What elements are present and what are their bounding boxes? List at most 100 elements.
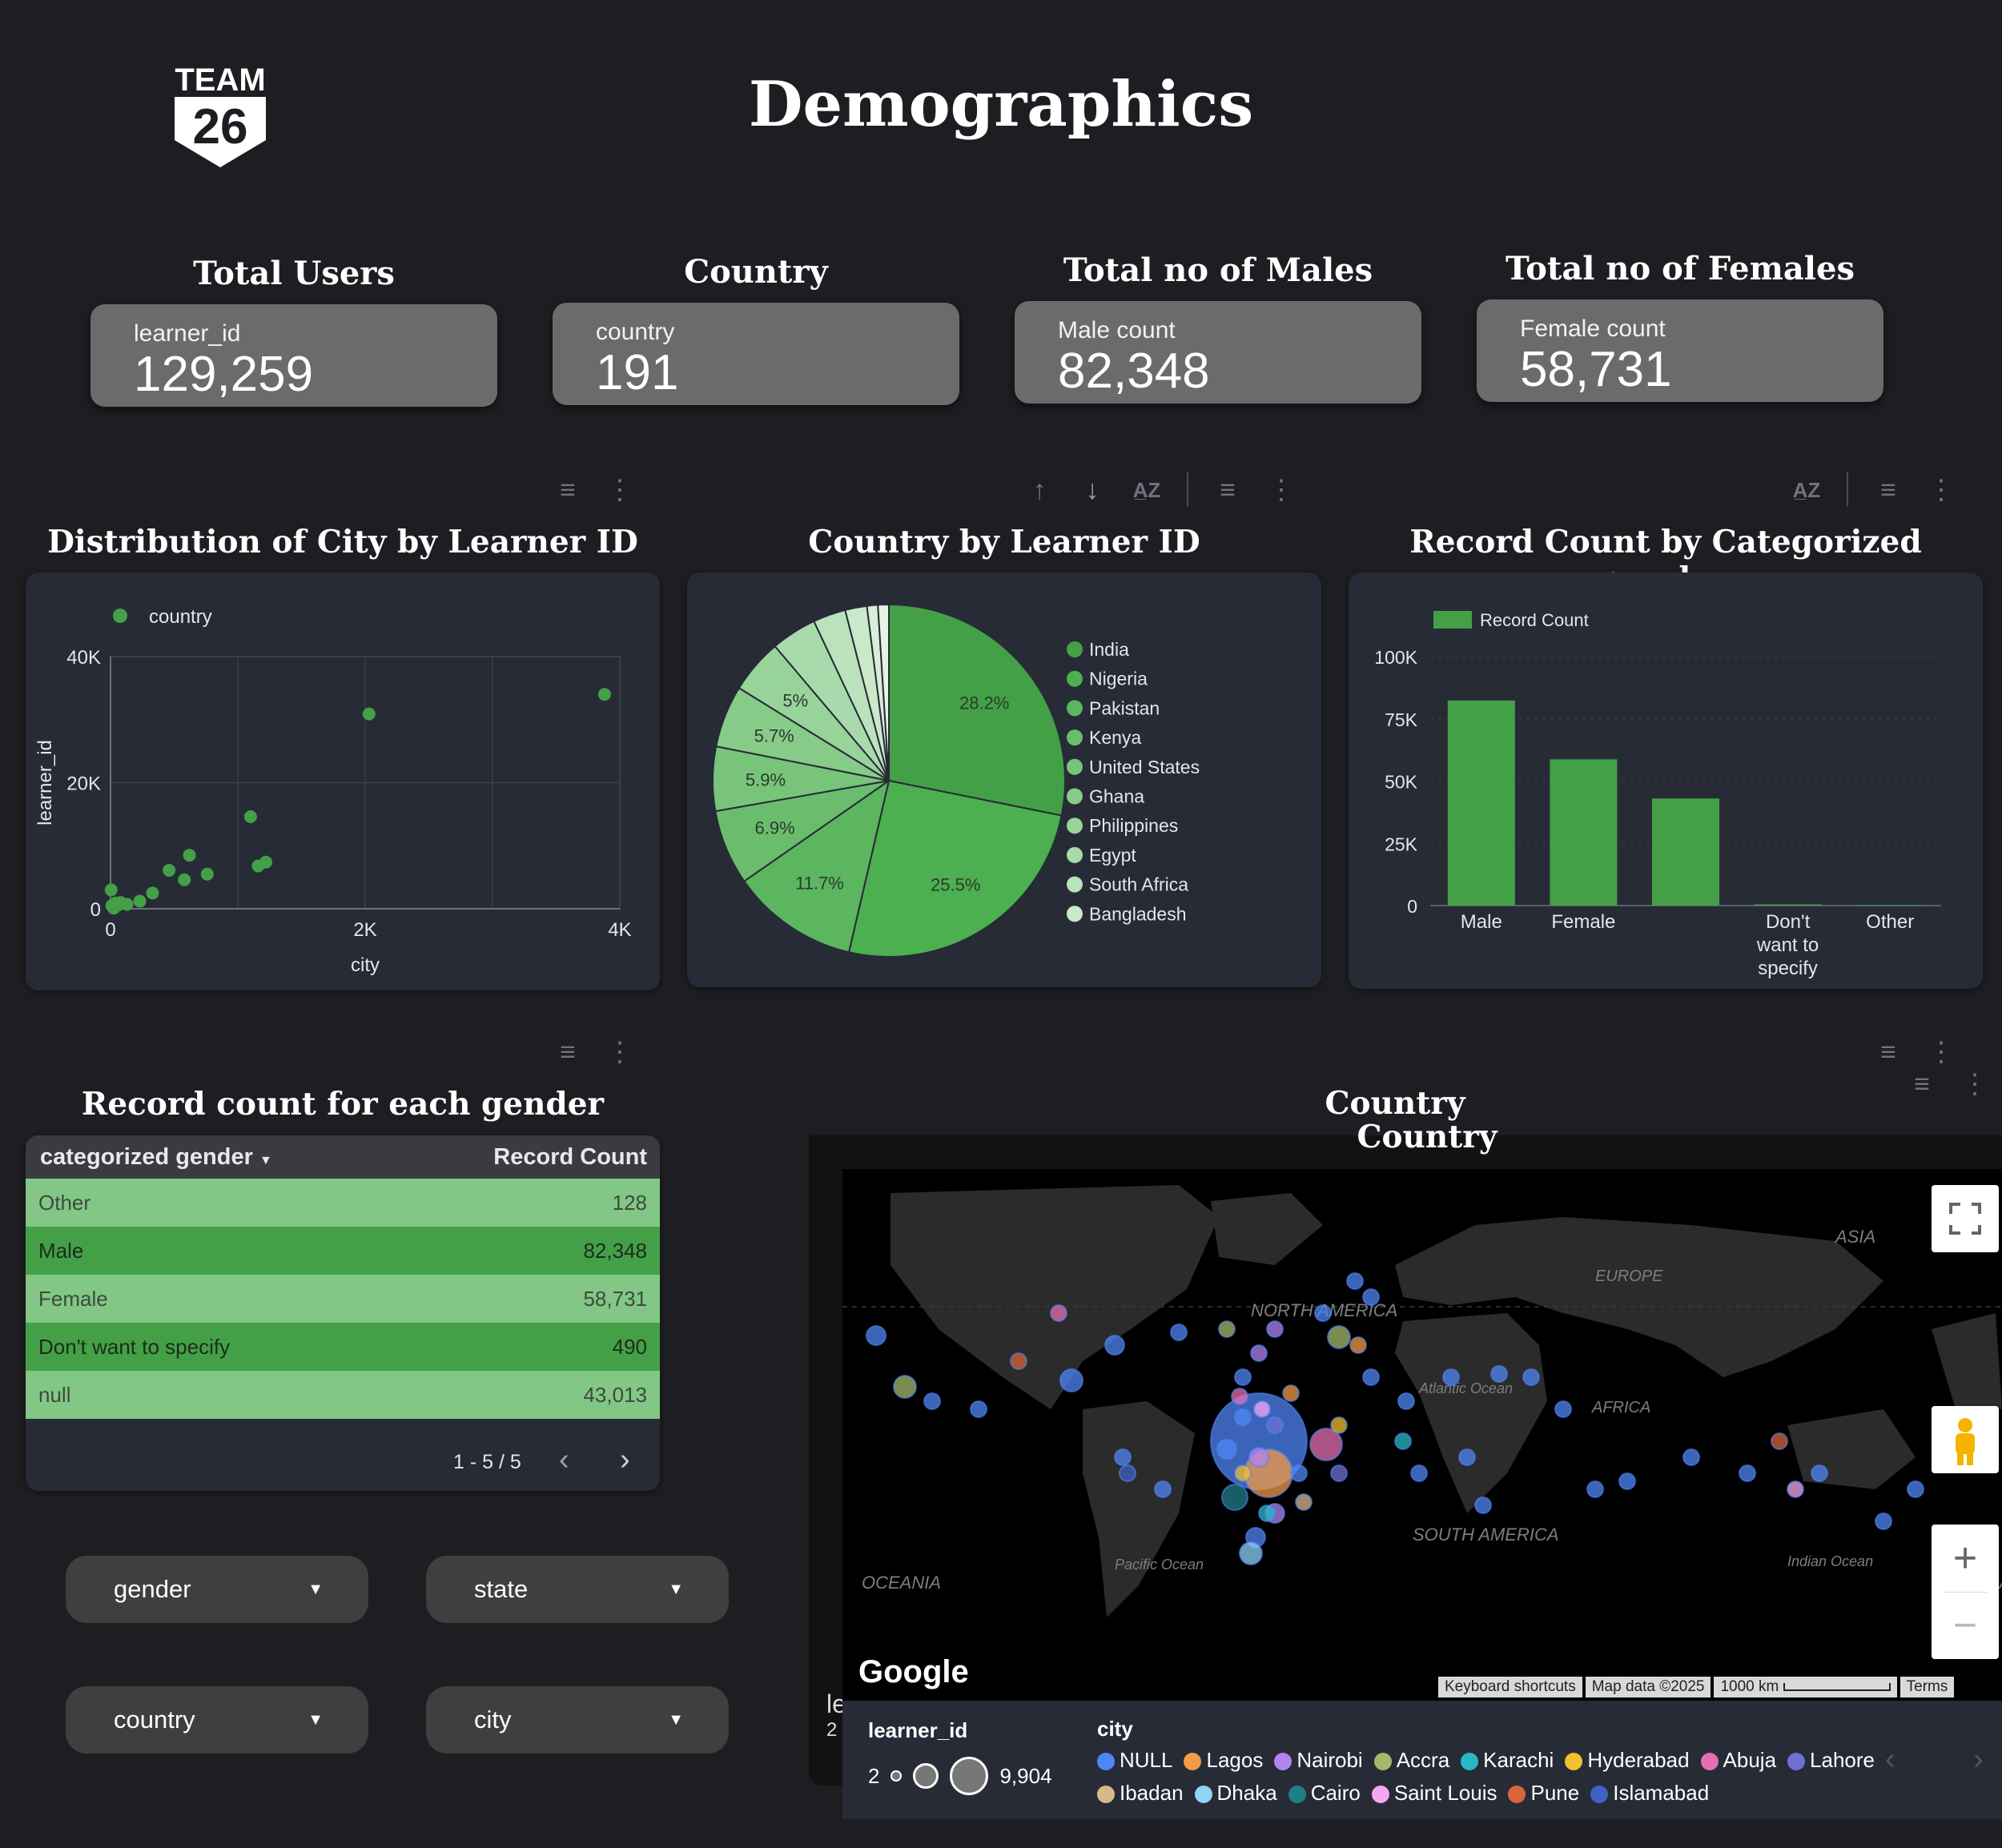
- filter-icon[interactable]: ≡: [560, 1037, 576, 1067]
- map-region-label: Pacific Ocean: [1115, 1557, 1204, 1573]
- legend-dot: [1067, 876, 1083, 893]
- map-bubble: [1490, 1365, 1508, 1383]
- map-bubble: [1231, 1388, 1248, 1405]
- keyboard-shortcuts-link[interactable]: Keyboard shortcuts: [1438, 1677, 1582, 1697]
- map-bubble: [1290, 1464, 1308, 1482]
- x-tick-label: 0: [105, 919, 115, 941]
- table-row[interactable]: Don't want to specify 490: [26, 1323, 660, 1371]
- city-legend-item[interactable]: Pune: [1508, 1778, 1579, 1807]
- x-tick-label: Don't: [1766, 911, 1811, 933]
- sort-az-icon[interactable]: A̲Z: [1132, 478, 1161, 502]
- pegman-icon: [1956, 1418, 1975, 1465]
- map-bubble: [923, 1392, 941, 1410]
- map-bubble: [1330, 1464, 1348, 1482]
- map-bubble: [866, 1325, 886, 1346]
- more-options-icon[interactable]: ⋮: [1961, 1069, 1988, 1099]
- scatter-point: [178, 873, 191, 886]
- country-filter-dropdown[interactable]: country ▼: [66, 1686, 368, 1754]
- zoom-out-button[interactable]: −: [1952, 1602, 1978, 1649]
- landmass: [1083, 1401, 1195, 1617]
- sort-descending-icon[interactable]: ↓: [1085, 475, 1099, 505]
- map-bubble: [1239, 1541, 1263, 1565]
- city-legend-item[interactable]: Accra: [1373, 1746, 1449, 1774]
- legend-label: Kenya: [1089, 727, 1141, 748]
- filter-icon[interactable]: ≡: [1880, 475, 1896, 505]
- column-header-gender[interactable]: categorized gender ▼: [40, 1144, 272, 1170]
- world-map[interactable]: NORTH AMERICA SOUTH AMERICA EUROPE ASIA AFRI…: [842, 1169, 2002, 1819]
- scatter-point: [243, 810, 257, 824]
- gender-filter-dropdown[interactable]: gender ▼: [66, 1556, 368, 1623]
- city-legend-item[interactable]: Saint Louis: [1371, 1778, 1497, 1807]
- map-bubble: [1349, 1336, 1367, 1354]
- bar-panel: 0 25K 50K 75K 100K Record Count Male Female Don'…: [1349, 572, 1983, 989]
- state-filter-dropdown[interactable]: state ▼: [426, 1556, 729, 1623]
- column-header-count[interactable]: Record Count: [493, 1144, 647, 1170]
- legend-dot: [1067, 700, 1083, 717]
- y-tick-label: 0: [90, 899, 101, 921]
- city-legend-label: Lahore: [1810, 1748, 1875, 1772]
- filter-icon[interactable]: ≡: [560, 475, 576, 505]
- city-filter-dropdown[interactable]: city ▼: [426, 1686, 729, 1754]
- more-options-icon[interactable]: ⋮: [1928, 475, 1955, 505]
- filter-icon[interactable]: ≡: [1914, 1069, 1930, 1099]
- city-legend-item[interactable]: NULL: [1097, 1746, 1172, 1774]
- city-legend-item[interactable]: Ibadan: [1097, 1778, 1184, 1807]
- legend-dot-icon: [1700, 1753, 1719, 1771]
- legend-label: India: [1089, 639, 1129, 660]
- y-tick-label: 20K: [66, 773, 101, 795]
- city-legend-item[interactable]: Abuja: [1700, 1746, 1776, 1774]
- legend-dot: [1067, 641, 1083, 657]
- filter-icon[interactable]: ≡: [1220, 475, 1236, 505]
- city-legend-item[interactable]: Islamabad: [1590, 1778, 1709, 1807]
- city-legend-item[interactable]: Hyderabad: [1565, 1746, 1690, 1774]
- scatter-point: [146, 886, 159, 900]
- table-row[interactable]: Female 58,731: [26, 1275, 660, 1323]
- zoom-in-button[interactable]: +: [1952, 1535, 1978, 1581]
- prev-page-icon[interactable]: ‹: [559, 1443, 569, 1476]
- sort-az-icon[interactable]: A̲Z: [1792, 478, 1821, 502]
- city-legend-item[interactable]: Dhaka: [1194, 1778, 1277, 1807]
- map-region-label: SOUTH AMERICA: [1413, 1525, 1559, 1545]
- map-bubble: [1234, 1464, 1252, 1482]
- table-row[interactable]: Male 82,348: [26, 1227, 660, 1275]
- scatter-chart: 0 20K 40K 0 2K 4K city learner_id country: [34, 606, 632, 976]
- scatter-title: Distribution of City by Learner ID: [47, 524, 638, 560]
- terms-link[interactable]: Terms: [1899, 1677, 1955, 1697]
- pie-slice: [742, 778, 890, 954]
- landmass: [1932, 1313, 2002, 1409]
- city-legend-item[interactable]: Cairo: [1288, 1778, 1361, 1807]
- map-bubble: [1266, 1416, 1284, 1434]
- size-min-label: 2: [868, 1763, 880, 1788]
- cell-gender: Other: [38, 1191, 91, 1215]
- more-options-icon[interactable]: ⋮: [1928, 1037, 1955, 1067]
- map-bubble: [1787, 1480, 1804, 1498]
- city-legend-item[interactable]: Lahore: [1787, 1746, 1875, 1774]
- city-legend-label: Dhaka: [1216, 1781, 1277, 1805]
- next-page-icon[interactable]: ›: [620, 1443, 630, 1476]
- map-bubble: [1248, 1447, 1269, 1468]
- map-bubble: [1346, 1272, 1364, 1290]
- legend-prev-icon[interactable]: ‹: [1885, 1742, 1895, 1776]
- fullscreen-button[interactable]: [1932, 1185, 1999, 1252]
- map-bubble: [1458, 1448, 1476, 1466]
- kpi-title: Total no of Females: [1506, 250, 1855, 287]
- table-row[interactable]: Other 128: [26, 1179, 660, 1227]
- table-row[interactable]: null 43,013: [26, 1371, 660, 1419]
- sort-ascending-icon[interactable]: ↑: [1032, 475, 1047, 505]
- city-legend-item[interactable]: Karachi: [1461, 1746, 1554, 1774]
- legend-next-icon[interactable]: ›: [1973, 1742, 1984, 1776]
- map-subtitle: Country: [1357, 1119, 1497, 1155]
- map-bubble: [1218, 1320, 1236, 1338]
- more-options-icon[interactable]: ⋮: [1268, 475, 1295, 505]
- city-legend-item[interactable]: Lagos: [1184, 1746, 1263, 1774]
- kpi-label: Male count: [1058, 317, 1176, 343]
- map-bubble: [1771, 1432, 1788, 1450]
- pie-slice-label: 6.9%: [755, 818, 795, 838]
- more-options-icon[interactable]: ⋮: [606, 1037, 633, 1067]
- street-view-button[interactable]: [1932, 1406, 1999, 1473]
- logo-text-team: TEAM: [175, 62, 265, 98]
- filter-icon[interactable]: ≡: [1880, 1037, 1896, 1067]
- bar: [1550, 759, 1618, 906]
- city-legend-item[interactable]: Nairobi: [1274, 1746, 1363, 1774]
- more-options-icon[interactable]: ⋮: [606, 475, 633, 505]
